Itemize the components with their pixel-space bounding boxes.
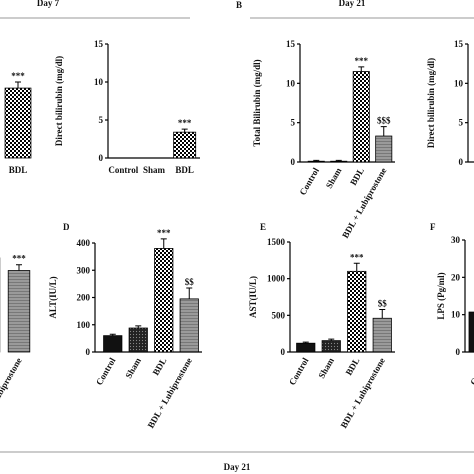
bar <box>375 135 393 163</box>
y-tick-label: 20 <box>451 272 461 282</box>
error-bar <box>335 159 342 162</box>
y-tick-label: 0 <box>86 347 91 357</box>
y-tick-label: 15 <box>286 39 296 49</box>
bar <box>296 342 316 353</box>
x-tick-label: Sham <box>143 165 166 175</box>
bar <box>321 340 341 353</box>
significance: *** <box>355 56 369 66</box>
x-tick-label: BDL + Lubiprostone <box>0 356 24 430</box>
y-tick-label: 5 <box>99 115 104 125</box>
y-axis-label: Direct bilirubin (mg/dl) <box>54 56 64 146</box>
x-tick-label: BDL <box>9 165 28 175</box>
significance: *** <box>350 252 364 262</box>
x-tick-label: BDL <box>348 166 366 187</box>
significance: *** <box>178 118 192 128</box>
y-axis-label: Total Bilirubin (mg/dl) <box>252 59 262 146</box>
y-axis-label: ALT(IU/L) <box>48 276 58 318</box>
x-tick-label: Control <box>108 165 138 175</box>
y-tick-label: 300 <box>77 265 91 275</box>
bar <box>154 248 174 353</box>
bar <box>352 71 370 163</box>
bar <box>4 87 32 159</box>
x-tick-label: BDL <box>151 356 169 377</box>
y-tick-label: 5 <box>291 118 296 128</box>
y-tick-label: 400 <box>77 238 91 248</box>
bar <box>7 270 31 353</box>
y-tick-label: 10 <box>286 78 296 88</box>
y-tick-label: 0 <box>456 347 461 357</box>
significance: *** <box>11 71 25 81</box>
panel-letter: B <box>236 0 242 10</box>
error-bar <box>353 262 360 272</box>
y-tick-label: 1000 <box>267 274 286 284</box>
bar <box>179 298 199 353</box>
error-bar <box>313 159 320 162</box>
y-tick-label: 200 <box>77 293 91 303</box>
x-tick-label: BDL <box>344 356 362 377</box>
x-tick-label: BDL + Lubiprostone <box>340 166 388 240</box>
error-bar <box>302 341 309 344</box>
y-tick-label: 10 <box>451 310 461 320</box>
y-axis-label: LPS (Pg/ml) <box>436 272 446 319</box>
y-tick-label: 15 <box>454 39 464 49</box>
error-bar <box>358 66 365 72</box>
error-bar <box>135 325 142 329</box>
error-bar <box>109 333 116 336</box>
bar <box>347 270 367 353</box>
day-label: Day 7 <box>37 0 60 8</box>
significance: $$$ <box>377 116 391 126</box>
panel-letter: E <box>260 222 266 232</box>
y-axis-label: Direct bilirubin (mg/dl) <box>426 58 436 148</box>
x-tick-label: Control <box>94 356 118 387</box>
y-tick-label: 0 <box>291 157 296 167</box>
x-tick-label: Control <box>287 356 311 387</box>
significance: *** <box>157 228 171 238</box>
panel-letter: D <box>63 222 70 232</box>
day-label: Day 21 <box>339 0 366 8</box>
x-tick-label: BDL <box>175 165 194 175</box>
y-tick-label: 10 <box>94 77 104 87</box>
y-tick-label: 1500 <box>267 237 286 247</box>
y-tick-label: 10 <box>454 78 464 88</box>
y-tick-label: 5 <box>459 118 464 128</box>
y-tick-label: 0 <box>459 157 464 167</box>
y-tick-label: 500 <box>272 310 286 320</box>
y-tick-label: 15 <box>94 39 104 49</box>
significance: $$ <box>378 298 388 308</box>
bar <box>372 317 392 353</box>
error-bar <box>160 238 167 249</box>
y-axis-label: AST(IU/L) <box>248 276 258 318</box>
y-tick-label: 100 <box>77 320 91 330</box>
significance: $$ <box>185 277 195 287</box>
error-bar <box>181 128 188 133</box>
bar <box>173 131 197 159</box>
y-tick-label: 0 <box>99 153 104 163</box>
bar <box>468 311 474 353</box>
panel-letter: F <box>430 222 436 232</box>
bar <box>103 335 123 353</box>
x-tick-label: Sham <box>324 166 344 190</box>
error-bar <box>16 264 22 271</box>
day-label: Day 21 <box>224 462 251 472</box>
error-bar <box>328 338 335 341</box>
bar <box>307 160 325 163</box>
y-tick-label: 30 <box>451 235 461 245</box>
error-bar <box>186 287 193 299</box>
y-tick-label: 0 <box>281 347 286 357</box>
x-tick-label: Control <box>297 166 321 197</box>
x-tick-label: Sham <box>123 356 143 380</box>
error-bar <box>380 126 387 137</box>
bar <box>330 160 348 163</box>
x-tick-label: Control <box>468 356 474 387</box>
error-bar <box>379 308 386 319</box>
error-bar <box>15 81 21 89</box>
x-tick-label: Sham <box>316 356 336 380</box>
bar <box>128 327 148 353</box>
significance: *** <box>12 254 26 264</box>
